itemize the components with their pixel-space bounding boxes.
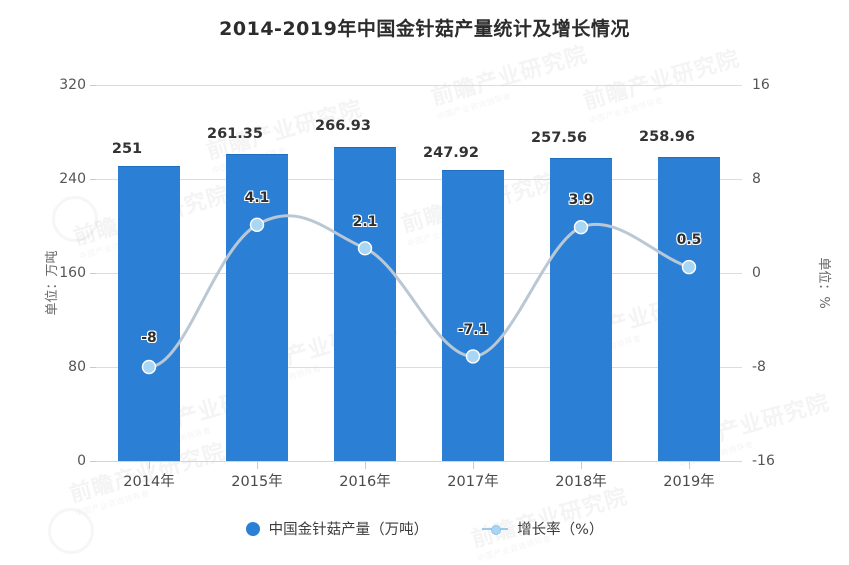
y-axis-left-tick: 160	[59, 265, 86, 281]
y-axis-left-tick: 320	[59, 77, 86, 93]
gridline	[96, 367, 742, 368]
circle-marker-icon	[245, 521, 260, 536]
y-axis-right-tick: -16	[752, 453, 775, 469]
gridline	[96, 179, 742, 180]
line-marker-icon	[482, 523, 509, 535]
x-axis-label-2017: 2017年	[447, 474, 499, 490]
x-axis-label-2019: 2019年	[663, 474, 715, 490]
x-axis-label-2018: 2018年	[555, 474, 607, 490]
line-value-label: -8	[141, 330, 157, 346]
bar-2016[interactable]	[334, 147, 396, 461]
x-tick-mark	[473, 461, 474, 469]
legend-label-growth-rate: 增长率（%）	[517, 522, 604, 538]
y-axis-right-tick: -8	[752, 359, 766, 375]
y-axis-right-title: 单位：%	[816, 256, 832, 309]
x-tick-mark	[689, 461, 690, 469]
gridline	[96, 85, 742, 86]
line-value-label: 0.5	[676, 232, 702, 248]
y-axis-left-tick: 240	[59, 171, 86, 187]
y-axis-left-tick: 0	[77, 453, 86, 469]
line-value-label: -7.1	[457, 322, 489, 338]
bar-value-label: 257.56	[531, 130, 587, 146]
bar-value-label: 258.96	[639, 129, 695, 145]
bar-value-label: 266.93	[315, 118, 371, 134]
watermark-logo	[52, 196, 98, 242]
bar-2019[interactable]	[658, 157, 720, 461]
bar-2017[interactable]	[442, 170, 504, 461]
x-tick-mark	[365, 461, 366, 469]
y-axis-left-tick: 80	[68, 359, 86, 375]
line-value-label: 4.1	[244, 190, 270, 206]
x-tick-mark	[257, 461, 258, 469]
line-value-label: 3.9	[568, 192, 594, 208]
bar-value-label: 247.92	[423, 145, 479, 161]
y-axis-left-title: 单位：万吨	[45, 249, 61, 316]
x-tick-mark	[149, 461, 150, 469]
x-tick-mark	[581, 461, 582, 469]
y-axis-right-tick: 8	[752, 171, 761, 187]
y-axis-right-tick: 16	[752, 77, 770, 93]
x-axis-label-2014: 2014年	[123, 474, 175, 490]
bar-2014[interactable]	[118, 166, 180, 461]
line-value-label: 2.1	[352, 214, 378, 230]
chart-title: 2014-2019年中国金针菇产量统计及增长情况	[219, 18, 630, 40]
legend-item-growth-rate[interactable]: 增长率（%）	[482, 518, 603, 539]
x-axis-label-2016: 2016年	[339, 474, 391, 490]
legend-label-production: 中国金针菇产量（万吨）	[268, 522, 429, 538]
bar-value-label: 251	[111, 141, 143, 157]
y-axis-right-tick: 0	[752, 265, 761, 281]
bar-value-label: 261.35	[207, 126, 263, 142]
chart-legend: 中国金针菇产量（万吨） 增长率（%）	[0, 518, 849, 539]
x-axis-label-2015: 2015年	[231, 474, 283, 490]
legend-item-production[interactable]: 中国金针菇产量（万吨）	[245, 518, 429, 539]
gridline-baseline	[96, 461, 742, 462]
gridline	[96, 273, 742, 274]
